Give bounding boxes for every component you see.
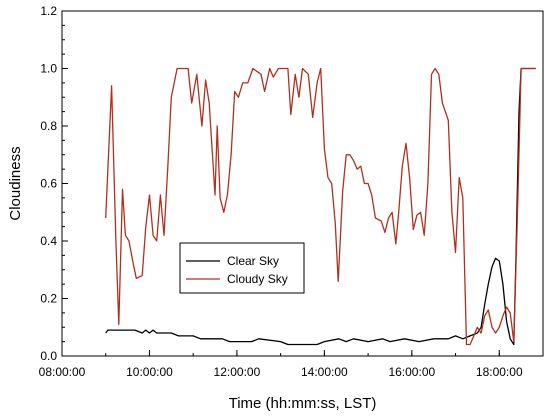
x-tick-label: 14:00:00: [301, 365, 348, 379]
legend-label-clear-sky: Clear Sky: [227, 254, 279, 268]
x-tick-label: 16:00:00: [388, 365, 435, 379]
legend-label-cloudy-sky: Cloudy Sky: [227, 272, 288, 286]
y-tick-label: 0.4: [40, 234, 57, 248]
x-axis: 08:00:00 10:00:00 12:00:00 14:00:00 16:00:00…: [39, 350, 544, 379]
y-tick-label: 0.0: [40, 349, 57, 363]
y-tick-label: 1.2: [40, 4, 57, 18]
y-tick-label: 0.6: [40, 177, 57, 191]
series-group: [105, 67, 536, 346]
series-line-cloudy-sky: [105, 67, 536, 346]
y-axis-title: Cloudiness: [7, 146, 24, 220]
x-tick-label: 18:00:00: [476, 365, 523, 379]
y-tick-label: 1.0: [40, 62, 57, 76]
y-axis: 0.0 0.2 0.4 0.6 0.8 1.0 1.2: [40, 4, 68, 363]
x-tick-label: 08:00:00: [39, 365, 86, 379]
y-tick-label: 0.8: [40, 119, 57, 133]
legend: Clear Sky Cloudy Sky: [179, 242, 305, 294]
x-tick-label: 10:00:00: [126, 365, 173, 379]
plot-frame: [61, 10, 544, 357]
series-line-clear-sky: [105, 67, 536, 346]
x-axis-title: Time (hh:mm:ss, LST): [229, 395, 377, 412]
x-tick-label: 12:00:00: [214, 365, 261, 379]
legend-box: [179, 242, 305, 294]
y-tick-label: 0.2: [40, 292, 57, 306]
